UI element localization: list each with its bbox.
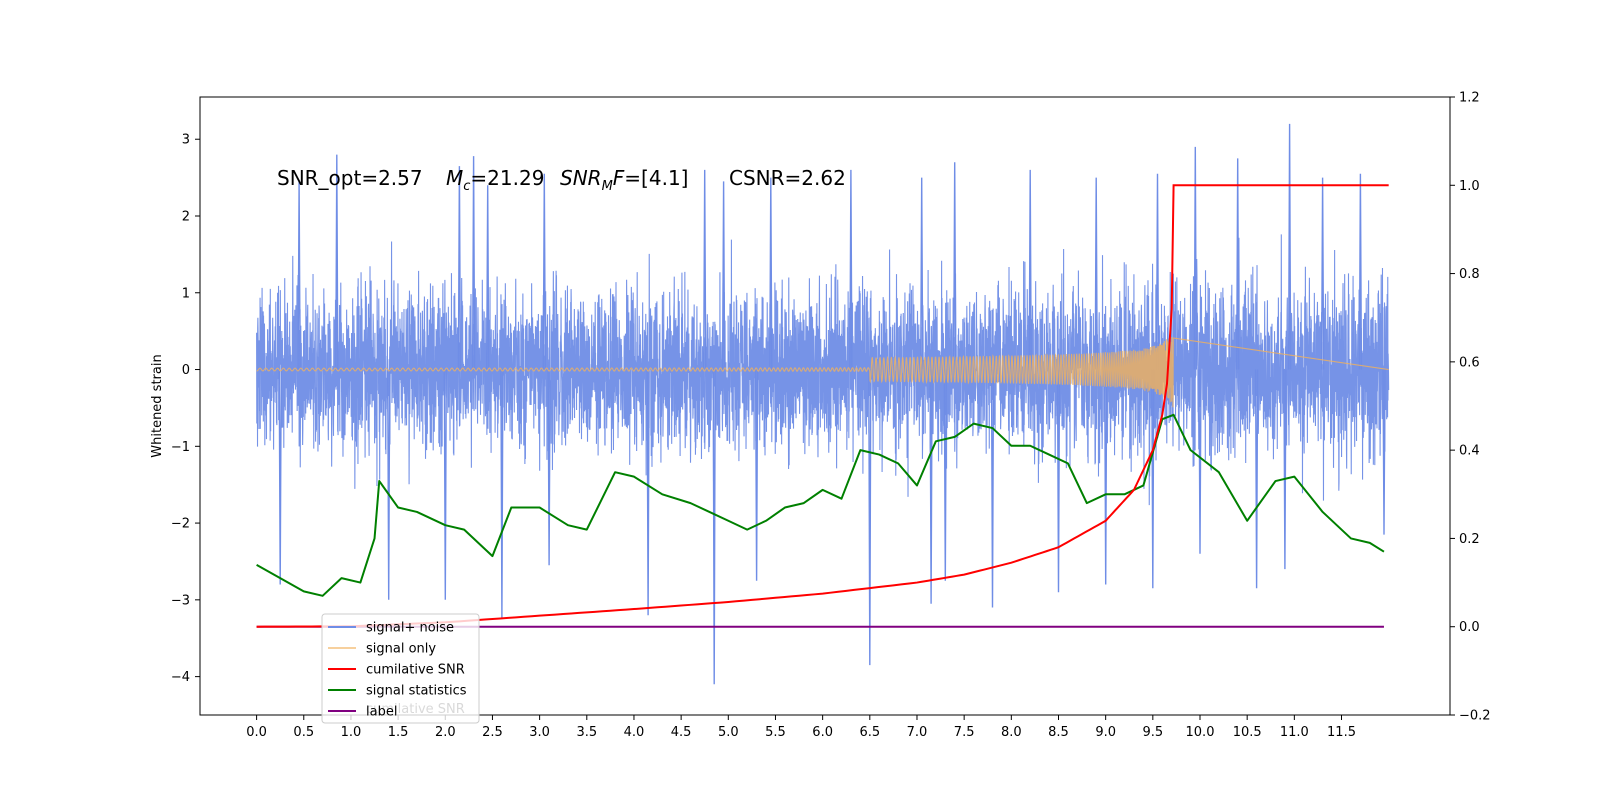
- x-tick-label: 7.5: [954, 725, 975, 740]
- legend-label: label: [366, 705, 397, 720]
- y-tick-label-left: −4: [171, 670, 190, 685]
- annotation-mc: Mc=21.29: [446, 166, 544, 194]
- y-tick-label-right: 0.2: [1459, 532, 1480, 547]
- x-tick-label: 10.5: [1233, 725, 1262, 740]
- annotation-csnr: CSNR=2.62: [729, 166, 846, 190]
- x-tick-label: 9.0: [1095, 725, 1116, 740]
- y-tick-label-right: −0.2: [1459, 709, 1491, 724]
- x-tick-label: 0.5: [293, 725, 314, 740]
- y-tick-label-right: 0.8: [1459, 267, 1480, 282]
- annotation: SNR_opt=2.57 Mc=21.29 SNRMF=[4.1] CSNR=2…: [277, 166, 846, 194]
- legend-label: signal statistics: [366, 684, 467, 699]
- legend-label: cumilative SNR: [366, 663, 465, 678]
- x-tick-label: 8.5: [1048, 725, 1069, 740]
- legend: cumilative SNR signal+ noise signal only c…: [321, 613, 480, 724]
- series-layer: [256, 123, 1390, 685]
- x-tick-label: 1.0: [341, 725, 362, 740]
- annotation-snrmf-tail: F: [613, 166, 625, 190]
- y-tick-label-right: 0.0: [1459, 620, 1480, 635]
- legend-entries: signal+ noise signal only cumilative SNR si…: [328, 621, 467, 720]
- x-tick-label: 4.5: [671, 725, 692, 740]
- x-tick-label: 9.5: [1142, 725, 1163, 740]
- y-tick-label-left: −1: [171, 440, 190, 455]
- x-tick-label: 3.5: [576, 725, 597, 740]
- series-cumulative-snr-line: [256, 184, 1389, 628]
- x-tick-label: 8.0: [1001, 725, 1022, 740]
- y-tick-label-right: 0.4: [1459, 444, 1480, 459]
- legend-box: [321, 613, 480, 724]
- annotation-mc-value: =21.29: [470, 166, 544, 190]
- series-signal-noise-spikes: [278, 123, 1386, 685]
- legend-hidden-entry: cumilative SNR: [366, 702, 465, 717]
- annotation-snrmf: SNRMF=[4.1]: [560, 166, 688, 194]
- y-tick-label-right: 1.0: [1459, 179, 1480, 194]
- annotation-mc-sub: c: [463, 179, 470, 194]
- x-tick-label: 0.0: [246, 725, 267, 740]
- x-tick-label: 7.0: [907, 725, 928, 740]
- x-tick-label: 4.0: [624, 725, 645, 740]
- annotation-mc-symbol: M: [446, 166, 463, 190]
- plot-frame: [199, 96, 1451, 716]
- series-signal-statistics-line: [256, 413, 1385, 597]
- annotation-snr-opt: SNR_opt=2.57: [277, 166, 423, 190]
- y-tick-label-right: 1.2: [1459, 91, 1480, 106]
- x-tick-label: 6.5: [859, 725, 880, 740]
- y-axis-label: Whitened strain: [150, 354, 165, 457]
- x-tick-label: 5.5: [765, 725, 786, 740]
- y-tick-label-left: −2: [171, 517, 190, 532]
- series-signal-only-line: [256, 334, 1389, 408]
- x-tick-label: 2.5: [482, 725, 503, 740]
- x-axis: 0.0 0.5 1.0 1.5 2.0 2.5 3.0 3.5 4.0 4.5 5.0 5.5 6.0 6…: [246, 715, 1356, 740]
- y-tick-label-right: 0.6: [1459, 355, 1480, 370]
- x-tick-label: 5.0: [718, 725, 739, 740]
- y-axis-right: 1.2 1.0 0.8 0.6 0.4 0.2 0.0 −0.2: [1450, 91, 1491, 724]
- x-tick-label: 10.0: [1186, 725, 1215, 740]
- x-tick-label: 1.5: [388, 725, 409, 740]
- x-tick-label: 11.0: [1280, 725, 1309, 740]
- y-tick-label-left: 0: [182, 363, 190, 378]
- y-tick-label-left: 3: [182, 133, 190, 148]
- annotation-snrmf-sub: M: [602, 179, 613, 194]
- x-tick-label: 6.0: [812, 725, 833, 740]
- y-tick-label-left: 2: [182, 209, 190, 224]
- annotation-snrmf-symbol: SNR: [560, 166, 602, 190]
- x-tick-label: 11.5: [1327, 725, 1356, 740]
- y-tick-label-left: −3: [171, 593, 190, 608]
- legend-label: signal only: [366, 642, 436, 657]
- x-tick-label: 3.0: [529, 725, 550, 740]
- series-signal-noise-line: [256, 234, 1390, 506]
- y-tick-label-left: 1: [182, 286, 190, 301]
- annotation-snrmf-value: =[4.1]: [624, 166, 688, 190]
- y-axis-left: 3 2 1 0 −1 −2 −3 −4: [171, 133, 200, 685]
- x-tick-label: 2.0: [435, 725, 456, 740]
- legend-label: signal+ noise: [366, 621, 454, 636]
